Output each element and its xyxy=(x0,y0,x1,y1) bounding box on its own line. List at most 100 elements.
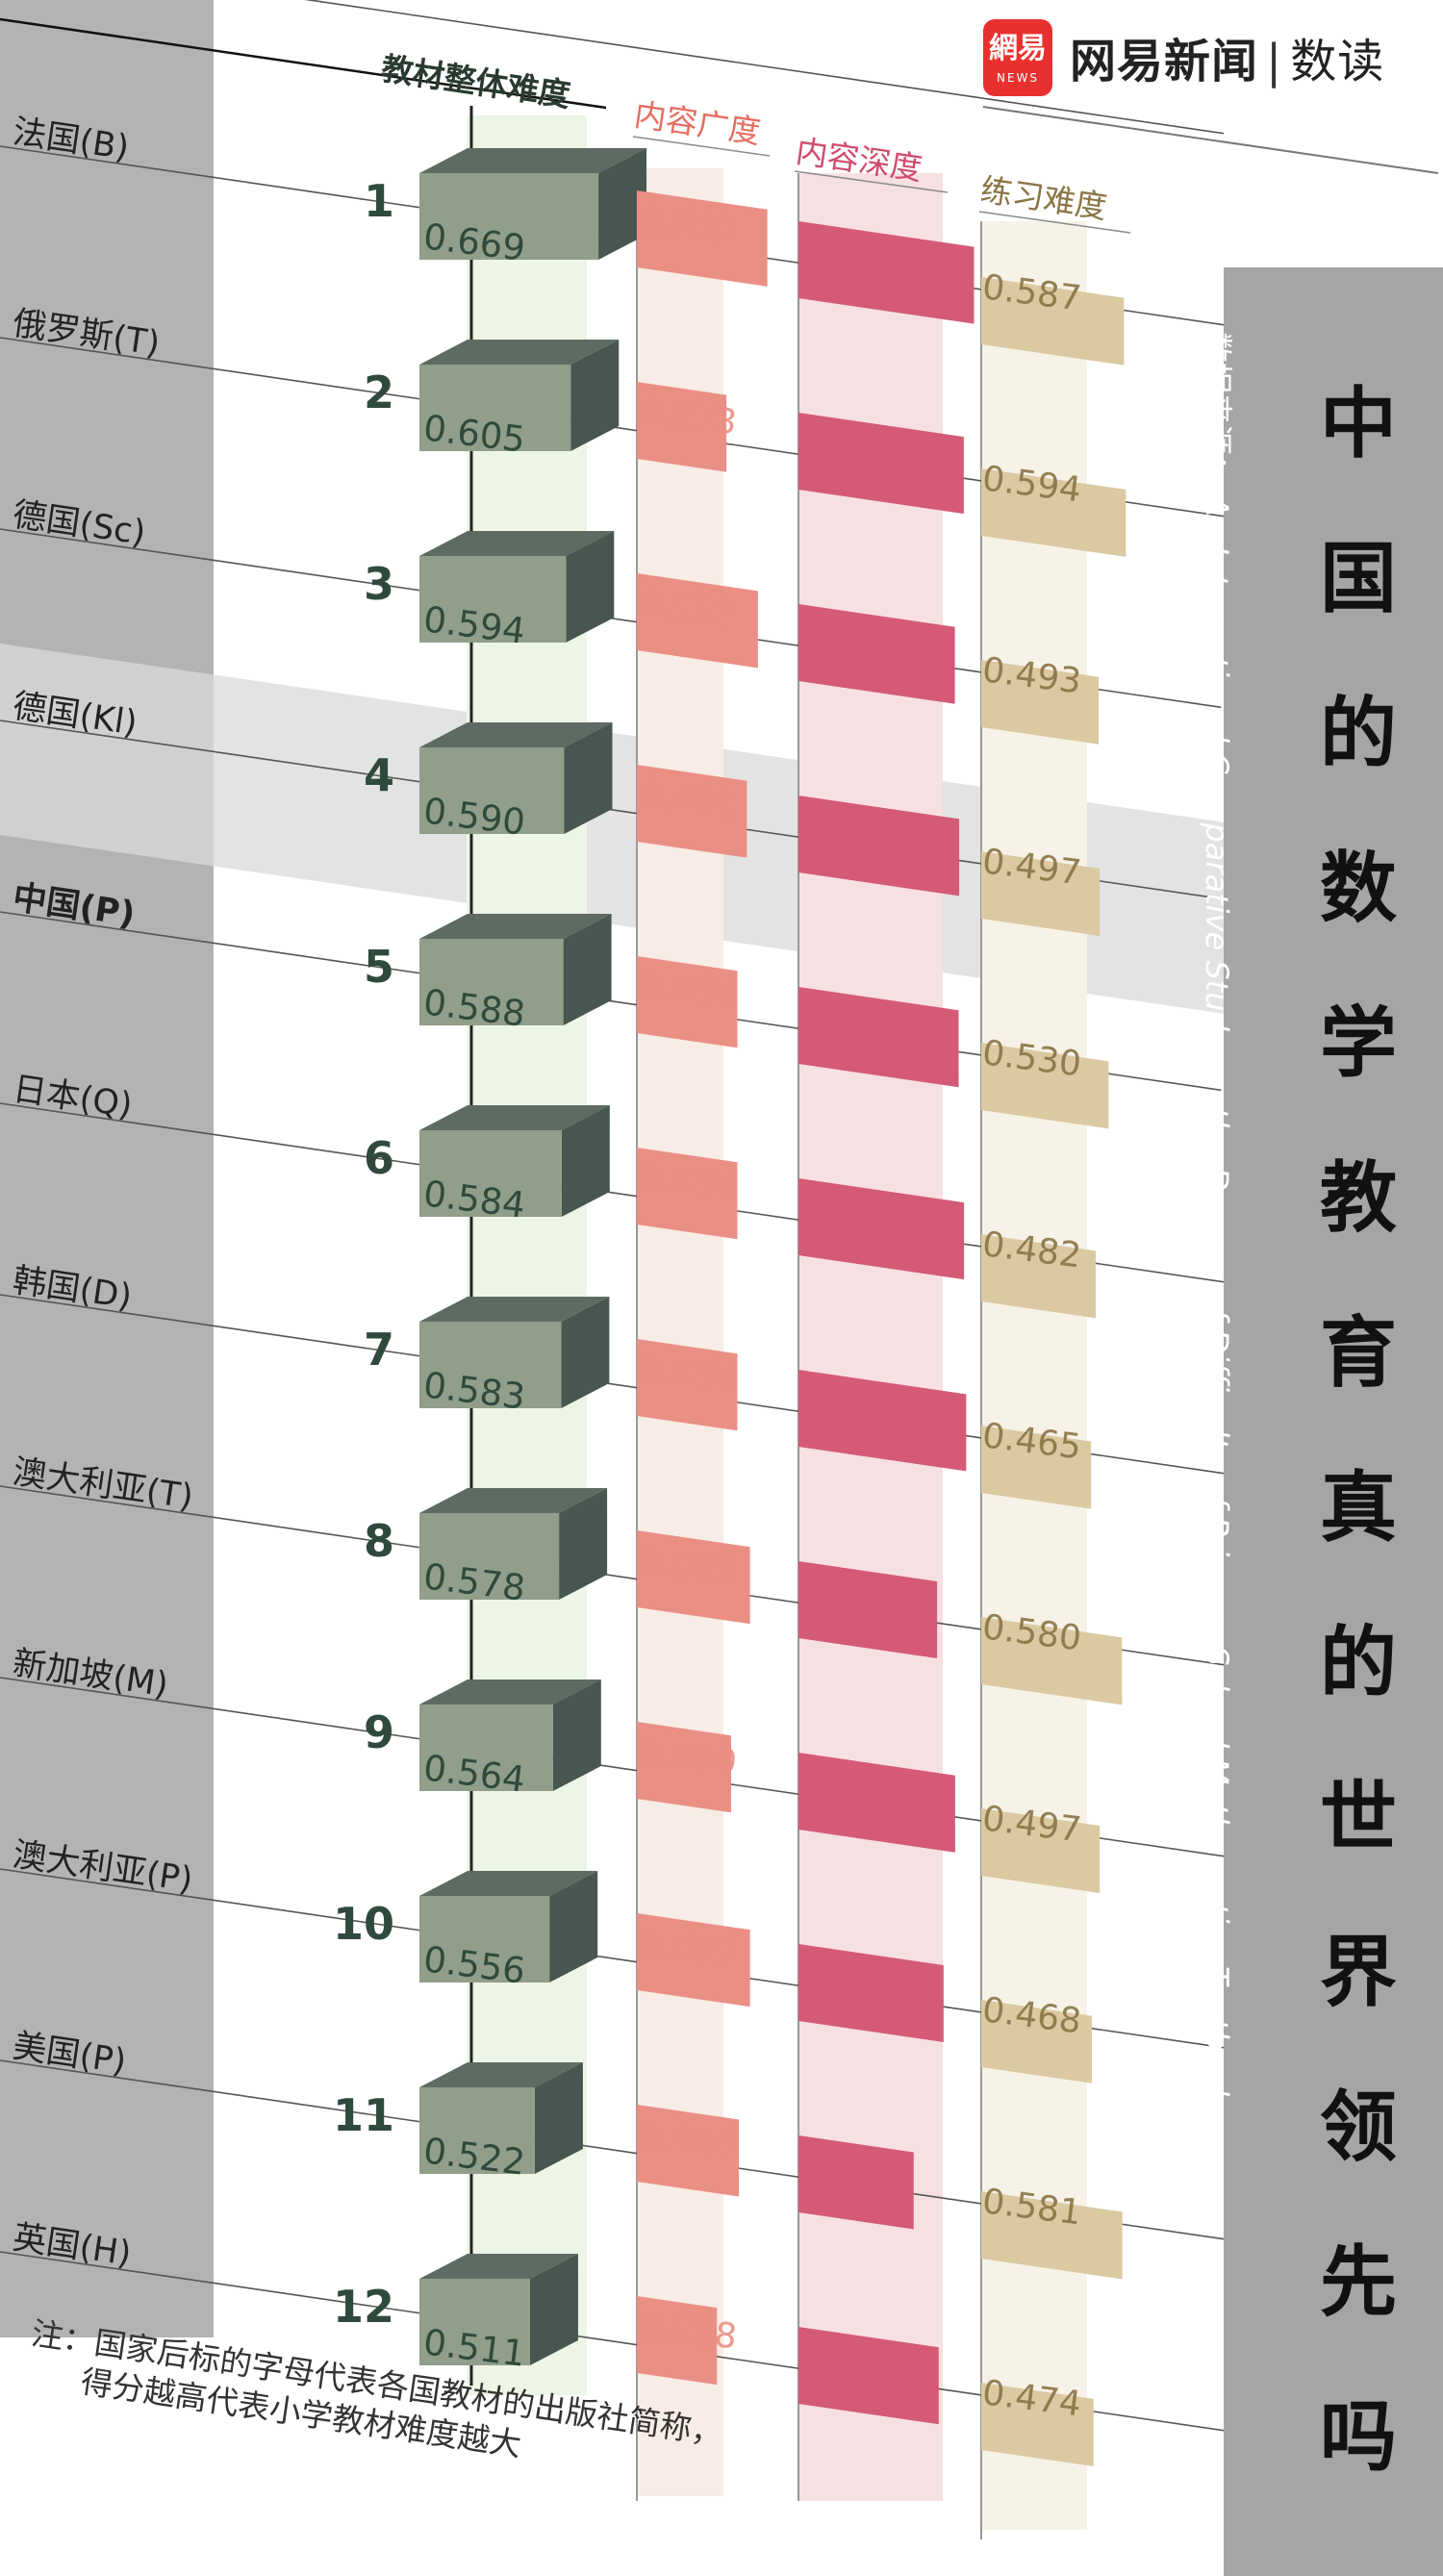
box-top xyxy=(419,2062,583,2087)
title-panel xyxy=(1224,267,1443,2576)
box-side xyxy=(570,340,620,451)
exercise-bar xyxy=(981,277,1125,366)
breadth-bar xyxy=(637,2296,718,2386)
rank-number: 8 xyxy=(364,1515,394,1567)
box-top xyxy=(419,722,613,747)
rank-number: 10 xyxy=(333,1898,394,1950)
depth-bar xyxy=(798,2135,914,2230)
exercise-bar xyxy=(981,1808,1101,1893)
depth-bar xyxy=(798,1370,967,1472)
box-side xyxy=(566,531,615,643)
box-top xyxy=(419,1679,601,1705)
rank-number: 7 xyxy=(364,1324,394,1376)
depth-bar xyxy=(798,604,955,704)
exercise-bar xyxy=(981,660,1100,745)
breadth-bar xyxy=(637,1530,750,1625)
breadth-bar xyxy=(637,1148,738,1240)
exercise-bar xyxy=(981,1234,1096,1319)
source-title: An International Comparative Study on th… xyxy=(1199,495,1235,2122)
depth-bar xyxy=(798,220,975,324)
box-top xyxy=(419,1105,610,1130)
breadth-bar xyxy=(637,573,758,669)
logo-news-text: NEWS xyxy=(996,71,1040,85)
box-side xyxy=(563,914,612,1025)
box-front xyxy=(419,556,567,643)
box-front xyxy=(419,173,599,260)
box-front xyxy=(419,1705,553,1791)
box-front xyxy=(419,365,571,451)
box-top xyxy=(419,1488,608,1513)
rank-number: 1 xyxy=(364,175,394,227)
box-side xyxy=(552,1679,601,1791)
rank-number: 2 xyxy=(364,366,394,418)
rank-number: 4 xyxy=(364,749,394,801)
rank-number: 3 xyxy=(364,558,394,610)
box-side xyxy=(529,2254,578,2365)
breadth-bar xyxy=(637,382,727,472)
depth-bar xyxy=(798,1560,938,1659)
box-side xyxy=(559,1488,608,1600)
box-top xyxy=(419,148,647,173)
header-underline-exercise xyxy=(978,211,1131,234)
box-top xyxy=(419,1297,610,1322)
box-top xyxy=(419,914,612,939)
country-panel xyxy=(0,0,214,2337)
exercise-bar xyxy=(981,1426,1092,1509)
breadth-bar xyxy=(637,1913,750,2008)
box-front xyxy=(419,1513,560,1600)
overall-track xyxy=(467,115,587,2395)
box-front xyxy=(419,2279,530,2365)
box-top xyxy=(419,531,615,556)
breadth-bar xyxy=(637,1722,731,1813)
depth-bar xyxy=(798,1753,955,1853)
exercise-bar xyxy=(981,2191,1123,2280)
header-exercise: 练习难度 xyxy=(978,170,1109,226)
box-side xyxy=(561,1297,610,1408)
box-side xyxy=(549,1871,598,1983)
rank-number: 6 xyxy=(364,1132,394,1184)
box-front xyxy=(419,1896,550,1983)
breadth-bar xyxy=(637,765,747,858)
depth-bar xyxy=(798,1944,944,2043)
depth-bar xyxy=(798,2327,939,2425)
brand-sub: 数读 xyxy=(1290,35,1385,88)
rank-number: 5 xyxy=(364,941,394,993)
box-front xyxy=(419,2087,535,2174)
data-source: 数据来源： An International Comparative Study … xyxy=(1197,332,1241,2122)
brand-main: 网易新闻 xyxy=(1070,35,1259,88)
exercise-track xyxy=(981,221,1087,2530)
exercise-bar xyxy=(981,2383,1094,2467)
box-side xyxy=(534,2062,583,2174)
rank-number: 9 xyxy=(364,1706,394,1758)
rank-number: 11 xyxy=(333,2089,394,2141)
box-side xyxy=(564,722,613,834)
row-guide-line xyxy=(304,0,1225,135)
box-side xyxy=(598,148,647,260)
source-label: 数据来源： xyxy=(1199,332,1235,487)
depth-bar xyxy=(798,986,959,1088)
header-underline-depth xyxy=(794,170,949,193)
breadth-bar xyxy=(637,1339,738,1431)
header-overall: 教材整体难度 xyxy=(379,49,573,114)
box-front xyxy=(419,939,564,1025)
page-title: 中国的数学教育真的世界领先吗 xyxy=(1320,379,1397,2482)
exercise-bar xyxy=(981,468,1127,557)
header-line xyxy=(0,17,607,110)
netease-logo-icon: 網易 NEWS xyxy=(983,19,1052,96)
header-underline-breadth xyxy=(632,136,771,157)
brand-name: 网易新闻 | 数读 xyxy=(1070,23,1384,90)
header-breadth: 内容广度 xyxy=(632,95,763,151)
box-top xyxy=(419,2254,578,2279)
rank-number: 12 xyxy=(333,2281,394,2333)
breadth-bar xyxy=(637,2105,740,2197)
logo-glyph: 網易 xyxy=(989,32,1047,65)
box-top xyxy=(419,340,620,365)
box-top xyxy=(419,1871,598,1896)
exercise-bar xyxy=(981,2000,1093,2084)
depth-bar xyxy=(798,413,964,515)
breadth-bar xyxy=(637,190,768,287)
box-front xyxy=(419,1322,562,1408)
box-front xyxy=(419,1130,562,1217)
depth-bar xyxy=(798,1178,965,1280)
